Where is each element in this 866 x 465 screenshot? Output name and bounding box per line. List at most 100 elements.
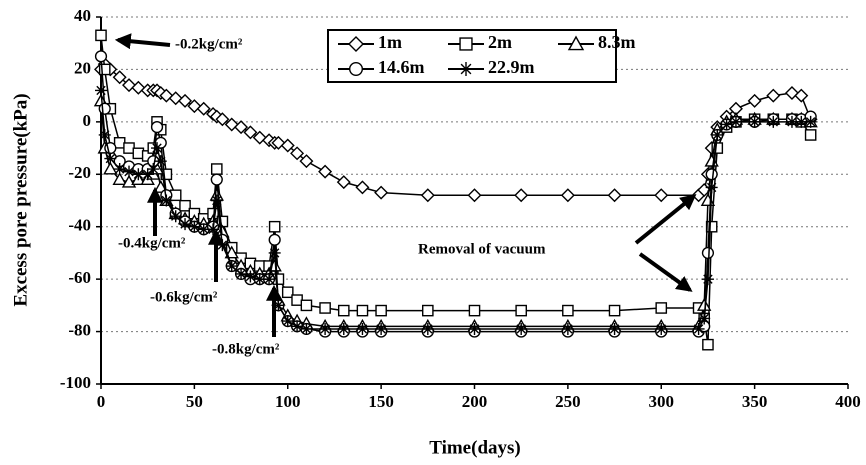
data-point — [705, 168, 718, 181]
data-point — [697, 297, 712, 311]
data-point — [104, 152, 117, 165]
data-point — [468, 322, 481, 335]
legend-label: 22.9m — [488, 57, 535, 77]
x-tick-label: 400 — [835, 392, 861, 411]
y-tick-label: -20 — [68, 163, 91, 182]
data-point — [655, 302, 668, 314]
legend-marker — [349, 62, 364, 77]
data-point — [748, 115, 761, 128]
data-point — [654, 188, 669, 203]
x-tick-label: 100 — [275, 392, 301, 411]
data-point — [291, 320, 304, 333]
data-point — [702, 338, 714, 351]
data-point — [794, 88, 809, 103]
data-point — [562, 304, 574, 317]
data-point — [747, 93, 762, 108]
data-point — [95, 29, 107, 42]
data-point — [253, 273, 266, 286]
data-point — [337, 304, 350, 317]
data-point — [160, 194, 173, 207]
data-point — [272, 299, 285, 312]
data-point — [154, 155, 167, 168]
data-point — [268, 246, 281, 259]
legend-label: 2m — [488, 32, 512, 52]
annotation: Removal of vacuum — [418, 241, 546, 257]
data-point — [169, 210, 182, 223]
data-point — [268, 233, 281, 246]
data-point — [179, 199, 191, 212]
legend-label: 14.6m — [378, 57, 425, 77]
data-point — [150, 120, 164, 134]
data-point — [319, 322, 332, 335]
data-point — [561, 322, 574, 335]
data-point — [729, 115, 742, 128]
data-point — [235, 267, 248, 280]
data-point — [178, 93, 193, 108]
data-point — [299, 154, 314, 169]
data-point — [243, 125, 258, 140]
data-point — [281, 315, 294, 328]
y-tick-label: 20 — [74, 58, 91, 77]
x-tick-label: 300 — [649, 392, 675, 411]
x-tick-label: 350 — [742, 392, 768, 411]
annotation: -0.2kg/cm² — [175, 36, 243, 52]
annotation-arrow — [638, 252, 693, 292]
data-point — [151, 142, 164, 155]
y-tick-label: -60 — [68, 268, 91, 287]
legend-marker — [348, 36, 364, 52]
data-point — [795, 115, 808, 128]
data-point — [94, 50, 108, 63]
data-point — [421, 322, 434, 335]
data-point — [318, 164, 333, 179]
x-tick-label: 250 — [555, 392, 581, 411]
data-point — [215, 112, 230, 127]
data-point — [375, 304, 387, 317]
data-point — [224, 245, 239, 259]
data-point — [785, 115, 798, 128]
data-point — [300, 299, 313, 312]
annotation: -0.8kg/cm² — [212, 341, 280, 357]
x-tick-label: 200 — [462, 392, 488, 411]
annotation-arrow — [114, 33, 171, 50]
data-point — [234, 120, 249, 135]
data-point — [514, 188, 529, 203]
x-tick-label: 50 — [186, 392, 203, 411]
data-point — [655, 322, 668, 335]
data-point — [103, 161, 118, 175]
data-point — [216, 239, 229, 252]
data-point — [356, 304, 369, 317]
data-point — [705, 181, 718, 194]
data-point — [210, 194, 223, 207]
data-point — [123, 165, 136, 178]
data-point — [766, 88, 781, 103]
data-point — [375, 322, 388, 335]
data-point — [515, 322, 528, 335]
legend-label: 8.3m — [598, 32, 636, 52]
data-point — [196, 101, 211, 116]
data-point — [804, 115, 817, 128]
data-point — [268, 220, 281, 233]
data-point — [224, 117, 239, 132]
data-point — [210, 163, 223, 175]
legend-label: 1m — [378, 32, 402, 52]
annotation-arrow — [634, 193, 697, 245]
data-point — [336, 175, 351, 190]
data-point — [112, 172, 127, 186]
data-point — [356, 322, 369, 335]
y-axis-title: Excess pore pressure(kPa) — [10, 93, 31, 306]
data-point — [132, 168, 145, 181]
data-point — [319, 302, 331, 314]
data-point — [422, 304, 434, 317]
data-point — [263, 273, 276, 286]
data-point — [188, 220, 201, 233]
data-point — [607, 188, 622, 203]
data-point — [767, 115, 780, 128]
annotation: -0.4kg/cm² — [118, 235, 186, 251]
data-point — [515, 304, 527, 317]
legend-marker — [567, 35, 585, 51]
x-tick-label: 150 — [368, 392, 394, 411]
data-point — [468, 304, 481, 317]
x-tick-label: 0 — [97, 392, 106, 411]
data-point — [692, 322, 705, 335]
